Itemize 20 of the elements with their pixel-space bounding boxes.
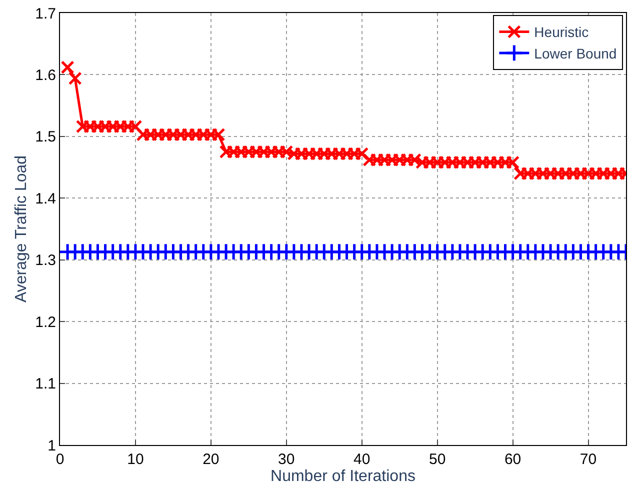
y-axis-title: Average Traffic Load	[13, 155, 30, 303]
x-tick-label: 20	[202, 451, 220, 468]
y-tick-label: 1.4	[35, 190, 56, 208]
y-tick-label: 1	[48, 437, 56, 454]
x-tick-label: 60	[504, 451, 522, 468]
x-tick-label: 70	[580, 451, 597, 468]
y-tick-label: 1.5	[35, 128, 56, 146]
x-tick-label: 30	[278, 451, 295, 468]
x-tick-label: 50	[428, 451, 446, 468]
legend-label: Heuristic	[534, 24, 589, 40]
y-tick-label: 1.1	[35, 376, 56, 393]
legend-label: Lower Bound	[534, 45, 617, 62]
y-tick-label: 1.6	[35, 66, 56, 84]
x-axis-title: Number of Iterations	[270, 468, 416, 485]
y-tick-label: 1.3	[35, 252, 56, 270]
y-tick-label: 1.7	[35, 5, 56, 22]
x-tick-label: 0	[56, 451, 64, 468]
y-tick-label: 1.2	[35, 314, 56, 331]
x-tick-label: 40	[354, 451, 370, 468]
x-tick-label: 10	[127, 451, 144, 468]
